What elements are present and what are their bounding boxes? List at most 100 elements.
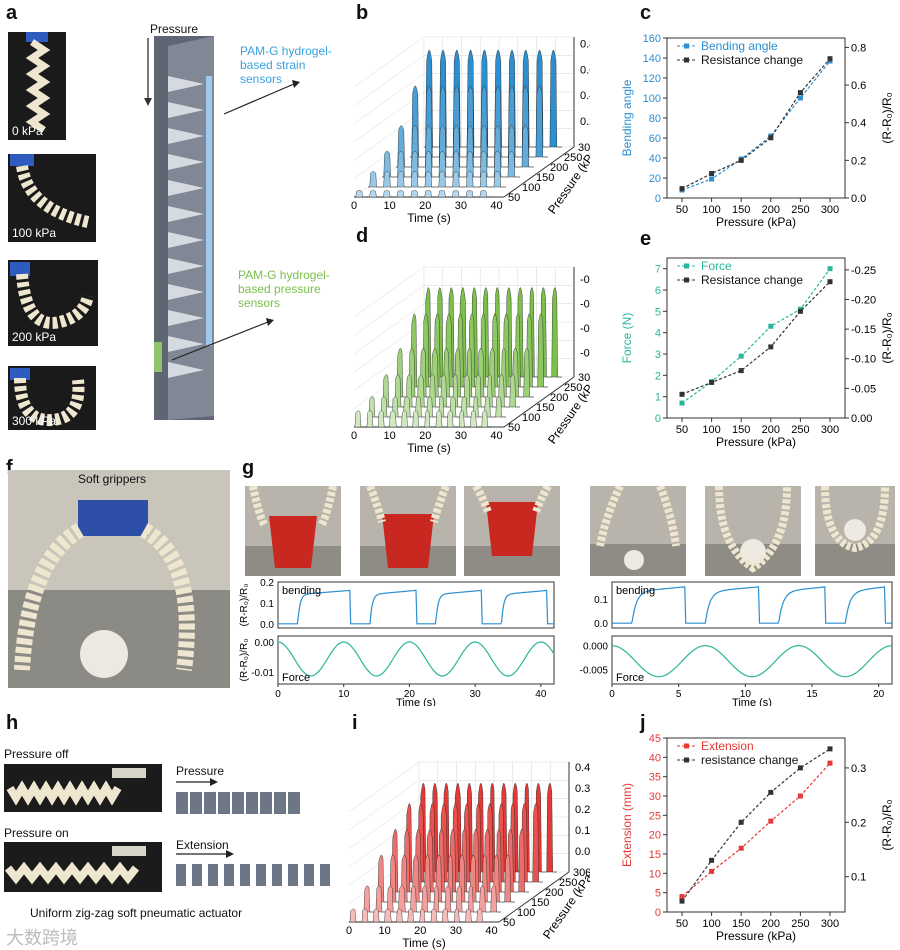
x-tick-label: 50 bbox=[676, 424, 688, 436]
data-point bbox=[679, 894, 685, 900]
x-tick-label: 300 bbox=[821, 204, 839, 216]
photo-label-100kpa: 100 kPa bbox=[12, 226, 57, 240]
pressure-sensor-label: PAM-G hydrogel-based pressure sensors bbox=[238, 268, 330, 310]
line-chart-e: 50 100 150 200 250 300 Pressure (kPa) 0 1 2 3 4 5 6 7 0… bbox=[620, 257, 894, 449]
bending-tick-label: 0.2 bbox=[260, 578, 274, 589]
x-tick-label: 10 bbox=[740, 689, 752, 700]
z-tick-label: 0.24 bbox=[575, 804, 590, 816]
x-tick-label: 150 bbox=[732, 424, 750, 436]
x-axis-label: Time (s) bbox=[407, 441, 451, 455]
cup-photo-3 bbox=[464, 486, 560, 576]
data-point bbox=[797, 95, 803, 101]
force-label: Force bbox=[616, 672, 644, 684]
y-left-tick-label: 40 bbox=[649, 153, 661, 165]
y-left-tick-label: 80 bbox=[649, 113, 661, 125]
panel-letter-g: g bbox=[242, 457, 255, 479]
y-tick-label: 300 bbox=[578, 372, 590, 384]
grid-line bbox=[353, 285, 425, 336]
x-tick-label: 20 bbox=[404, 689, 416, 700]
y-left-tick-label: 120 bbox=[643, 73, 661, 85]
y-tick-label: 200 bbox=[550, 392, 568, 404]
y-left-axis-label: Bending angle bbox=[620, 79, 634, 156]
x-tick-label: 20 bbox=[414, 925, 426, 937]
series-ribbon-50 bbox=[354, 410, 492, 428]
x-tick-label: 10 bbox=[379, 925, 391, 937]
y-axis bbox=[503, 146, 575, 198]
y-left-tick-label: 100 bbox=[643, 93, 661, 105]
z-tick-label: -0.06 bbox=[580, 348, 590, 360]
y-left-tick-label: 5 bbox=[655, 888, 661, 900]
force-tick-label: 0.00 bbox=[255, 638, 275, 649]
y-left-tick-label: 3 bbox=[655, 349, 661, 361]
photo-label-0kpa: 0 kPa bbox=[12, 124, 43, 138]
x-tick-label: 50 bbox=[676, 204, 688, 216]
y-tick-label: 100 bbox=[522, 182, 540, 194]
plot-frame bbox=[666, 737, 846, 913]
x-tick-label: 40 bbox=[485, 925, 497, 937]
y-left-tick-label: 0 bbox=[655, 413, 661, 425]
y-left-tick-label: 5 bbox=[655, 306, 661, 318]
y-right-tick-label: -0.20 bbox=[851, 294, 876, 306]
cup-photo-2-image bbox=[360, 486, 456, 576]
actuator-on-image bbox=[4, 846, 146, 885]
pressure-label: Pressure bbox=[150, 22, 199, 36]
x-tick-label: 30 bbox=[455, 200, 467, 212]
panel-letter-h: h bbox=[6, 712, 19, 734]
x-tick-label: 0 bbox=[346, 925, 352, 937]
data-point bbox=[679, 400, 685, 406]
y-right-tick-label: -0.05 bbox=[851, 383, 876, 395]
bending-frame bbox=[277, 581, 555, 629]
pressure-on-label: Pressure on bbox=[4, 826, 69, 840]
z-tick-label: 0.4 bbox=[580, 90, 590, 102]
y-left-tick-label: 15 bbox=[649, 849, 661, 861]
actuator-photo-0kpa: 0 kPa bbox=[8, 32, 66, 140]
y-right-tick-label: 0.8 bbox=[851, 42, 866, 54]
y-left-tick-label: 20 bbox=[649, 173, 661, 185]
actuator-100kpa-image bbox=[10, 154, 90, 228]
data-point bbox=[797, 765, 803, 771]
panel-letter-c: c bbox=[640, 2, 652, 24]
x-tick-label: 200 bbox=[762, 204, 780, 216]
bending-frame bbox=[611, 581, 893, 629]
strain-sensor-strip bbox=[206, 76, 212, 346]
y-tick-label: 100 bbox=[522, 412, 540, 424]
y-left-tick-label: 140 bbox=[643, 53, 661, 65]
actuator-off-image bbox=[6, 768, 146, 806]
actuator-on-photo bbox=[4, 842, 162, 892]
y-right-axis-label: (R-R₀)/R₀ bbox=[880, 312, 894, 363]
panel-letter-j: j bbox=[640, 712, 646, 734]
y-left-tick-label: 6 bbox=[655, 285, 661, 297]
line-chart-c: 50 100 150 200 250 300 Pressure (kPa) 0 20 40 60 80… bbox=[620, 33, 894, 229]
y-left-tick-label: 40 bbox=[649, 752, 661, 764]
bending-y-axis-label: (R-R₀)/R₀ bbox=[239, 584, 250, 627]
data-point bbox=[827, 56, 833, 62]
legend-label: Bending angle bbox=[701, 39, 778, 53]
data-point bbox=[709, 176, 715, 182]
x-tick-label: 150 bbox=[732, 918, 750, 930]
x-tick-label: 30 bbox=[455, 430, 467, 442]
data-point bbox=[679, 391, 685, 397]
y-right-tick-label: 0.2 bbox=[851, 155, 866, 167]
ball-photo-2 bbox=[705, 486, 801, 576]
data-point bbox=[797, 90, 803, 96]
x-tick-label: 10 bbox=[384, 430, 396, 442]
y-tick-label: 250 bbox=[564, 382, 582, 394]
x-tick-label: 10 bbox=[338, 689, 350, 700]
bending-tick-label: 0.0 bbox=[260, 620, 274, 631]
y-tick-label: 300 bbox=[578, 142, 590, 154]
z-tick-label: -0.18 bbox=[580, 299, 590, 311]
actuator-schematic-on bbox=[176, 850, 330, 886]
cup-photo-1-image bbox=[245, 486, 341, 576]
y-tick-label: 50 bbox=[508, 192, 520, 204]
x-tick-label: 0 bbox=[275, 689, 281, 700]
y-left-tick-label: 10 bbox=[649, 868, 661, 880]
y-tick-label: 100 bbox=[517, 907, 535, 919]
x-axis-label: Pressure (kPa) bbox=[716, 215, 796, 229]
legend-marker bbox=[684, 743, 689, 749]
x-tick-label: 30 bbox=[450, 925, 462, 937]
actuator-0kpa-image bbox=[25, 32, 51, 133]
x-tick-label: 250 bbox=[791, 204, 809, 216]
